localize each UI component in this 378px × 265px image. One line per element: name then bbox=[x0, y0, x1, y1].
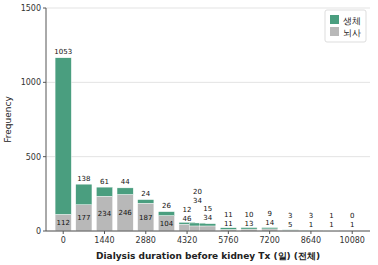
data-label: 187 bbox=[139, 214, 152, 222]
data-label: 1 bbox=[329, 221, 333, 229]
data-label: 10 bbox=[245, 211, 254, 219]
x-tick bbox=[352, 231, 353, 234]
data-label: 112 bbox=[57, 219, 70, 227]
data-label: 1 bbox=[350, 221, 354, 229]
bar-segment bbox=[138, 200, 154, 204]
x-tick bbox=[269, 231, 270, 234]
data-label: 138 bbox=[77, 175, 90, 183]
bar-segment bbox=[96, 196, 112, 231]
x-tick-label: 0 bbox=[61, 236, 66, 245]
y-axis-label: Frequency bbox=[3, 96, 13, 143]
data-label: 34 bbox=[193, 197, 202, 205]
y-axis-line bbox=[46, 8, 47, 231]
data-label: 11 bbox=[224, 220, 233, 228]
x-tick-label: 1440 bbox=[94, 236, 114, 245]
y-tick-label: 0 bbox=[36, 227, 41, 236]
bar-segment bbox=[200, 226, 216, 231]
legend-label: 생체 bbox=[343, 16, 361, 26]
y-tick-label: 1500 bbox=[21, 4, 41, 13]
x-tick bbox=[145, 231, 146, 234]
x-tick-label: 5760 bbox=[218, 236, 238, 245]
data-label: 246 bbox=[118, 209, 132, 217]
x-tick bbox=[187, 231, 188, 234]
x-tick-label: 7200 bbox=[259, 236, 279, 245]
bar-segment bbox=[117, 188, 133, 195]
data-label: 177 bbox=[77, 214, 90, 222]
bar-segment bbox=[158, 212, 174, 216]
data-label: 9 bbox=[267, 210, 271, 218]
x-tick-label: 10080 bbox=[339, 236, 364, 245]
axes: 0144028804320576072008640100800500100015… bbox=[21, 4, 370, 245]
legend-swatch bbox=[330, 27, 339, 36]
bar-segment bbox=[55, 58, 71, 215]
data-label: 20 bbox=[193, 188, 202, 196]
data-labels: 1121053177138234612464418724104264612342… bbox=[54, 48, 354, 229]
data-label: 13 bbox=[245, 220, 254, 228]
y-tick-label: 500 bbox=[26, 153, 41, 162]
bar-segment bbox=[76, 205, 92, 231]
data-label: 11 bbox=[224, 211, 233, 219]
data-label: 1 bbox=[329, 212, 333, 220]
bar-segment bbox=[158, 216, 174, 231]
x-tick bbox=[63, 231, 64, 234]
y-tick bbox=[43, 156, 46, 157]
data-label: 24 bbox=[141, 190, 150, 198]
data-label: 3 bbox=[309, 212, 313, 220]
grid-line bbox=[46, 8, 370, 9]
x-tick bbox=[228, 231, 229, 234]
legend-box bbox=[325, 10, 366, 42]
chart: 0144028804320576072008640100800500100015… bbox=[0, 0, 378, 265]
x-tick-label: 8640 bbox=[301, 236, 321, 245]
data-label: 3 bbox=[288, 212, 292, 220]
bar-segment bbox=[262, 228, 278, 229]
data-label: 12 bbox=[183, 206, 192, 214]
y-tick bbox=[43, 82, 46, 83]
legend: 생체뇌사 bbox=[325, 10, 366, 42]
data-label: 5 bbox=[288, 221, 292, 229]
x-tick bbox=[310, 231, 311, 234]
data-label: 1053 bbox=[54, 48, 72, 56]
bar-segment bbox=[138, 203, 154, 231]
bar-segment bbox=[220, 228, 236, 230]
data-label: 46 bbox=[183, 215, 192, 223]
data-label: 34 bbox=[203, 214, 212, 222]
bar-segment bbox=[117, 194, 133, 231]
data-label: 44 bbox=[121, 178, 130, 186]
data-label: 0 bbox=[350, 212, 354, 220]
data-label: 234 bbox=[98, 210, 112, 218]
grid-line bbox=[46, 82, 370, 83]
x-axis-label: Dialysis duration before kidney Tx (일) (… bbox=[96, 251, 320, 261]
bars bbox=[55, 58, 360, 231]
y-tick bbox=[43, 8, 46, 9]
x-tick-label: 4320 bbox=[177, 236, 197, 245]
x-axis-line bbox=[46, 231, 370, 232]
bar-segment bbox=[55, 214, 71, 231]
data-label: 104 bbox=[160, 220, 174, 228]
bar-segment bbox=[76, 184, 92, 205]
legend-label: 뇌사 bbox=[343, 28, 361, 38]
legend-swatch bbox=[330, 15, 339, 24]
bar-segment bbox=[241, 228, 257, 229]
grid-line bbox=[46, 156, 370, 157]
data-label: 61 bbox=[100, 178, 109, 186]
grid-line bbox=[46, 231, 370, 232]
x-tick bbox=[104, 231, 105, 234]
bar-segment bbox=[200, 224, 216, 226]
data-label: 1 bbox=[309, 221, 313, 229]
bar-segment bbox=[96, 187, 112, 196]
y-tick bbox=[43, 231, 46, 232]
data-label: 14 bbox=[265, 219, 274, 227]
data-label: 26 bbox=[162, 202, 171, 210]
data-label: 15 bbox=[203, 205, 212, 213]
grid bbox=[46, 8, 370, 231]
y-tick-label: 1000 bbox=[21, 78, 41, 87]
x-tick-label: 2880 bbox=[136, 236, 156, 245]
